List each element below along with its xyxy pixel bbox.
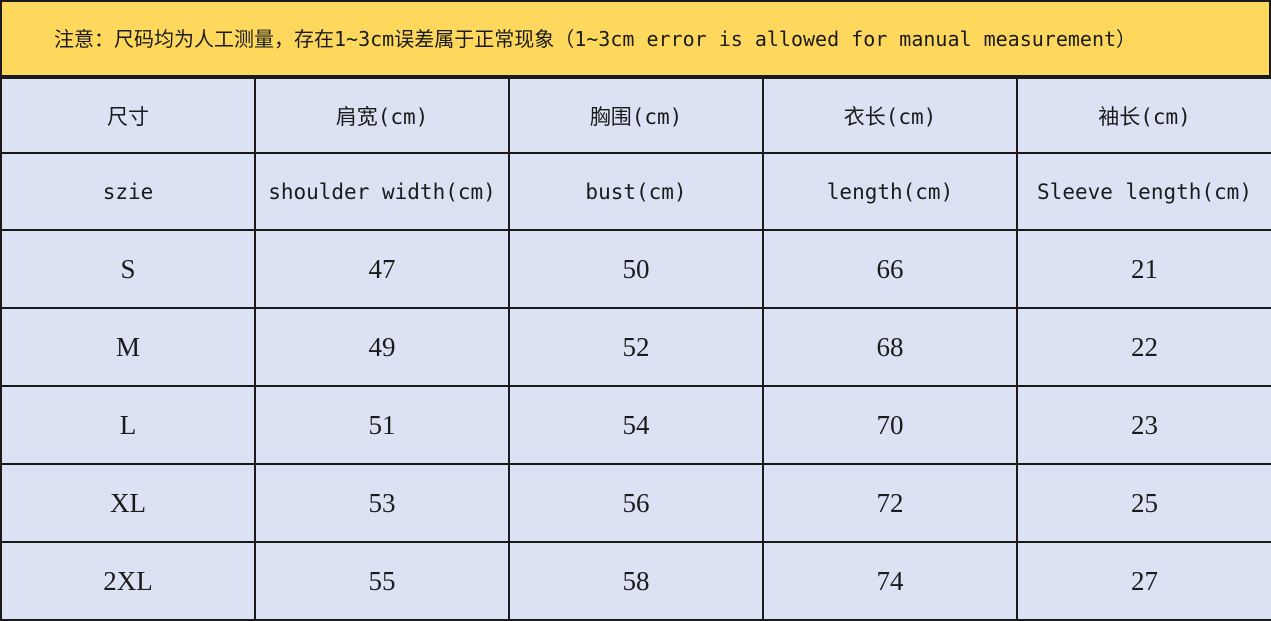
- cell-length: 70: [762, 385, 1018, 465]
- table-row: M 49 52 68 22: [0, 307, 1271, 387]
- cell-sleeve-length: 23: [1016, 385, 1271, 465]
- cell-shoulder-width: 53: [254, 463, 510, 543]
- cell-shoulder-width: 55: [254, 541, 510, 621]
- cell-size: M: [0, 307, 256, 387]
- cell-sleeve-length: 25: [1016, 463, 1271, 543]
- column-header-sleeve-length-en: Sleeve length(cm): [1016, 152, 1271, 231]
- cell-length: 72: [762, 463, 1018, 543]
- table-header-row-english: szie shoulder width(cm) bust(cm) length(…: [0, 152, 1271, 231]
- cell-bust: 56: [508, 463, 764, 543]
- table-row: S 47 50 66 21: [0, 229, 1271, 309]
- cell-shoulder-width: 51: [254, 385, 510, 465]
- cell-bust: 50: [508, 229, 764, 309]
- table-row: L 51 54 70 23: [0, 385, 1271, 465]
- column-header-length-cn: 衣长(cm): [762, 77, 1018, 154]
- cell-length: 74: [762, 541, 1018, 621]
- cell-size: XL: [0, 463, 256, 543]
- column-header-bust-cn: 胸围(cm): [508, 77, 764, 154]
- cell-sleeve-length: 27: [1016, 541, 1271, 621]
- cell-size: S: [0, 229, 256, 309]
- cell-size: L: [0, 385, 256, 465]
- cell-shoulder-width: 49: [254, 307, 510, 387]
- cell-bust: 52: [508, 307, 764, 387]
- column-header-length-en: length(cm): [762, 152, 1018, 231]
- cell-bust: 58: [508, 541, 764, 621]
- column-header-shoulder-width-en: shoulder width(cm): [254, 152, 510, 231]
- measurement-notice-banner: 注意：尺码均为人工测量，存在1~3cm误差属于正常现象（1~3cm error …: [0, 0, 1271, 77]
- cell-length: 68: [762, 307, 1018, 387]
- cell-sleeve-length: 22: [1016, 307, 1271, 387]
- table-header-row-chinese: 尺寸 肩宽(cm) 胸围(cm) 衣长(cm) 袖长(cm): [0, 77, 1271, 154]
- column-header-sleeve-length-cn: 袖长(cm): [1016, 77, 1271, 154]
- column-header-shoulder-width-cn: 肩宽(cm): [254, 77, 510, 154]
- table-row: 2XL 55 58 74 27: [0, 541, 1271, 621]
- size-chart-table: 尺寸 肩宽(cm) 胸围(cm) 衣长(cm) 袖长(cm) szie shou…: [0, 77, 1271, 621]
- cell-size: 2XL: [0, 541, 256, 621]
- measurement-notice-text: 注意：尺码均为人工测量，存在1~3cm误差属于正常现象（1~3cm error …: [54, 26, 1137, 51]
- cell-shoulder-width: 47: [254, 229, 510, 309]
- column-header-size-en: szie: [0, 152, 256, 231]
- column-header-bust-en: bust(cm): [508, 152, 764, 231]
- table-row: XL 53 56 72 25: [0, 463, 1271, 543]
- cell-length: 66: [762, 229, 1018, 309]
- column-header-size-cn: 尺寸: [0, 77, 256, 154]
- cell-bust: 54: [508, 385, 764, 465]
- cell-sleeve-length: 21: [1016, 229, 1271, 309]
